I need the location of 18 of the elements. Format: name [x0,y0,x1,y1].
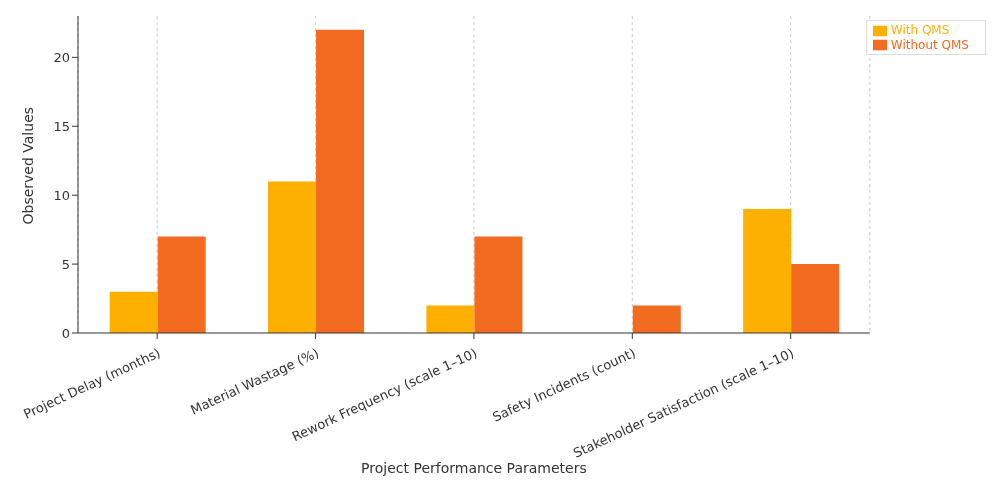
bar [474,236,523,333]
bar [632,305,681,333]
y-tick-label: 10 [53,187,70,203]
bar [426,305,475,333]
x-axis-title: Project Performance Parameters [361,460,587,476]
y-tick-label: 5 [61,256,70,272]
legend-label: Without QMS [890,37,969,52]
bar [743,208,792,333]
bar [268,181,317,333]
legend-label: With QMS [890,23,950,37]
bar [316,29,365,333]
y-axis-title: Observed Values [19,106,36,225]
y-tick-label: 15 [53,118,70,134]
y-tick-label: 0 [61,325,70,341]
bar [109,291,158,333]
bar [791,264,840,333]
y-tick-label: 20 [53,49,70,65]
bar [157,236,206,333]
